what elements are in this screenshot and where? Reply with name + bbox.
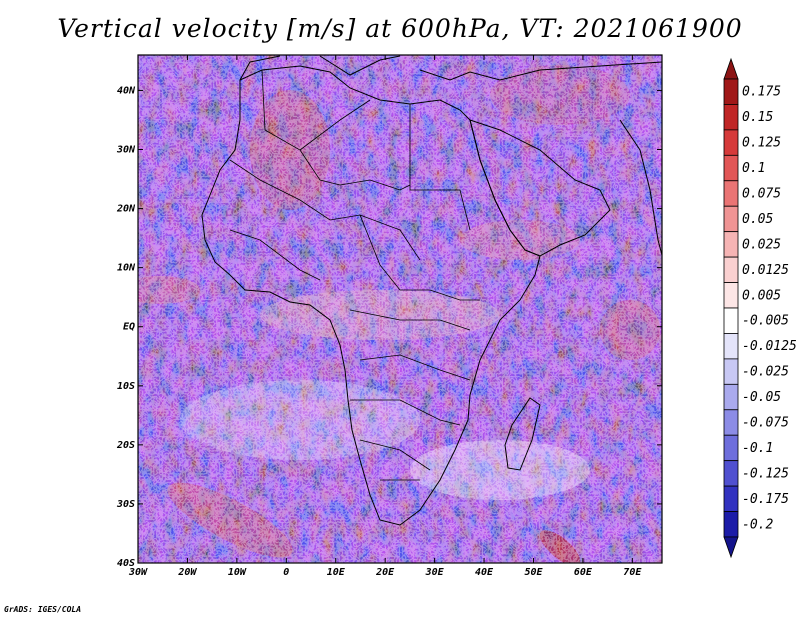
lat-tick-label: 20S <box>116 440 135 451</box>
colorbar-label: -0.2 <box>742 517 773 532</box>
colorbar-label: 0.15 <box>742 110 773 125</box>
india-coastline <box>619 119 662 256</box>
colorbar-top-arrow <box>723 57 739 80</box>
colorbar-swatch <box>723 333 739 360</box>
colorbar-bottom-arrow <box>723 536 739 559</box>
lat-tick-label: 30S <box>116 499 135 510</box>
grads-credit: GrADS: IGES/COLA <box>4 605 82 614</box>
colorbar-swatch <box>723 485 739 512</box>
lon-tick-label: 10W <box>228 567 247 578</box>
colorbar-label: -0.025 <box>742 365 789 380</box>
colorbar-label: -0.175 <box>742 492 789 507</box>
country-borders <box>229 69 480 481</box>
colorbar-swatch <box>723 282 739 309</box>
colorbar-label: -0.075 <box>742 416 789 431</box>
colorbar-swatch <box>723 129 739 156</box>
lon-tick-label: 0 <box>283 567 289 578</box>
colorbar-swatch <box>723 154 739 182</box>
europe-coastline <box>239 55 662 81</box>
lon-tick-label: 10E <box>327 567 346 578</box>
latitude-axis: 40N 30N 20N 10N EQ 10S 20S 30S 40S <box>116 85 662 569</box>
map-title: Vertical velocity [m/s] at 600hPa, VT: 2… <box>57 14 743 43</box>
lat-tick-label: EQ <box>123 322 135 333</box>
lat-tick-label: 10S <box>117 381 135 392</box>
colorbar-label: -0.0125 <box>742 339 797 354</box>
lat-tick-label: 30N <box>116 145 136 156</box>
colorbar-label: 0.125 <box>742 136 781 151</box>
madagascar-coastline <box>504 397 541 471</box>
colorbar-label: -0.05 <box>742 390 781 405</box>
colorbar-swatch <box>723 180 739 207</box>
colorbar-label: -0.005 <box>742 314 789 329</box>
colorbar-label: 0.075 <box>742 187 781 202</box>
lat-tick-label: 20N <box>116 204 136 215</box>
lon-tick-label: 30W <box>128 567 148 578</box>
colorbar-swatch <box>723 358 739 385</box>
colorbar-label: -0.125 <box>742 466 789 481</box>
lon-tick-label: 30E <box>425 567 445 578</box>
colorbar-label: 0.005 <box>742 288 781 303</box>
lon-tick-label: 50E <box>524 567 543 578</box>
lon-tick-label: 60E <box>574 567 593 578</box>
coastlines <box>201 55 662 526</box>
africa-coastline <box>201 65 541 526</box>
lon-tick-label: 20E <box>375 567 395 578</box>
colorbar-swatch <box>723 231 739 258</box>
lon-tick-label: 20W <box>177 567 197 578</box>
colorbar-swatch <box>723 511 739 538</box>
plot-frame <box>137 54 663 564</box>
colorbar: 0.175 0.15 0.125 0.1 0.075 0.05 0.025 0.0125 0.0… <box>723 57 797 559</box>
colorbar-swatch <box>723 307 739 334</box>
colorbar-label: 0.175 <box>742 85 781 100</box>
colorbar-label: 0.05 <box>742 212 773 227</box>
velocity-field <box>138 55 662 563</box>
colorbar-swatch <box>723 383 739 411</box>
colorbar-label: 0.0125 <box>742 263 789 278</box>
colorbar-label: -0.1 <box>742 441 773 456</box>
lon-tick-label: 70E <box>623 567 642 578</box>
colorbar-swatch <box>723 256 739 283</box>
colorbar-label: 0.025 <box>742 237 781 252</box>
colorbar-swatch <box>723 205 739 233</box>
longitude-axis: 30W 20W 10W 0 10E 20E 30E 40E 50E 60E 70E <box>128 55 642 578</box>
colorbar-label: 0.1 <box>742 161 765 176</box>
lat-tick-label: 40N <box>117 85 136 96</box>
colorbar-swatch <box>723 460 739 487</box>
lat-tick-label: 10N <box>117 263 136 274</box>
colorbar-swatch <box>723 409 739 436</box>
lon-tick-label: 40E <box>475 567 494 578</box>
colorbar-swatch <box>723 104 739 131</box>
arabia-coastline <box>469 119 611 257</box>
lat-tick-label: 40S <box>117 558 135 569</box>
colorbar-swatch <box>723 434 739 462</box>
colorbar-swatch <box>723 78 739 105</box>
